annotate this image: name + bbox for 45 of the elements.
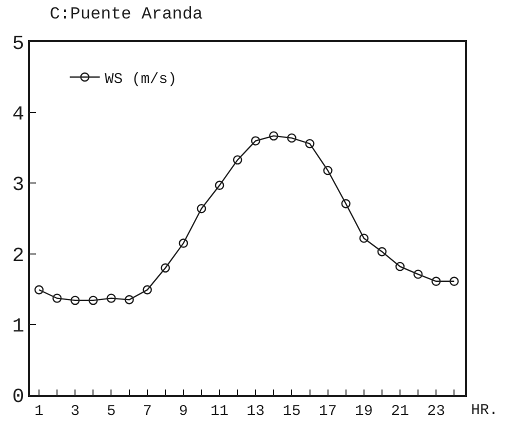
chart-title: C:Puente Aranda <box>50 5 203 24</box>
point <box>341 199 351 208</box>
point <box>34 285 44 294</box>
y-tick-label: 1 <box>12 315 24 338</box>
y-tick-label: 2 <box>12 244 24 268</box>
legend-label: WS (m/s) <box>104 70 177 88</box>
x-tick-label: 1 <box>34 402 44 420</box>
point <box>124 295 134 304</box>
point <box>232 155 242 165</box>
point <box>214 180 224 190</box>
point <box>359 234 369 243</box>
point <box>142 285 152 294</box>
y-tick-label: 4 <box>12 104 24 127</box>
point <box>88 296 98 306</box>
x-tick-label: 3 <box>70 402 80 420</box>
x-tick-label: 23 <box>427 402 446 420</box>
point <box>413 270 423 279</box>
x-tick-label: 7 <box>142 402 152 420</box>
x-tick-label: 5 <box>106 402 116 420</box>
point <box>160 263 170 273</box>
y-tick-label: 0 <box>12 386 24 409</box>
point <box>395 262 405 272</box>
point <box>450 276 459 286</box>
point <box>269 131 278 141</box>
x-tick-label: 9 <box>178 402 188 420</box>
point <box>323 166 332 176</box>
x-tick-label: 13 <box>246 402 265 420</box>
x-tick-label: 11 <box>210 402 229 420</box>
point <box>52 294 62 303</box>
y-tick-label: 5 <box>12 33 24 56</box>
point <box>178 238 188 248</box>
x-tick-label: 19 <box>354 402 373 420</box>
point <box>106 294 116 303</box>
point <box>287 133 296 143</box>
x-tick-label: 21 <box>391 402 410 420</box>
x-axis-title: HR. <box>471 402 498 419</box>
point <box>250 136 260 146</box>
y-tick-label: 3 <box>12 174 24 198</box>
point <box>377 247 387 256</box>
point <box>431 276 441 286</box>
x-tick-label: 17 <box>318 402 337 420</box>
point <box>196 204 206 214</box>
point <box>305 139 314 148</box>
point <box>70 296 80 306</box>
x-tick-label: 15 <box>282 402 301 420</box>
